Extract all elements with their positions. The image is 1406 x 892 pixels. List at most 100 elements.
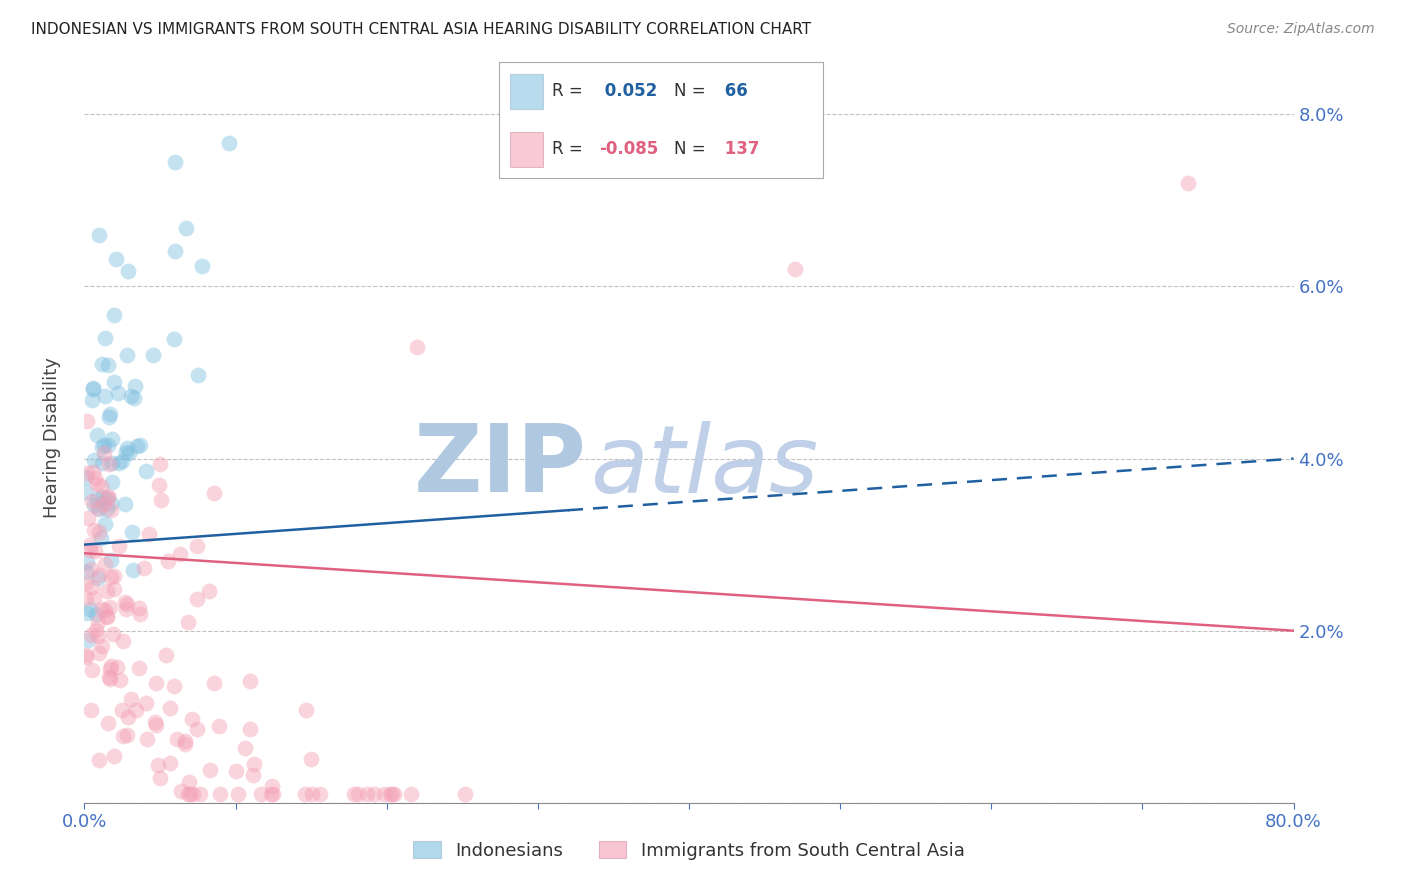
Point	[86, 615, 108, 629]
Point	[86, 491, 108, 506]
Point	[87, 502, 110, 516]
Point	[177, 615, 200, 629]
Point	[94, 557, 117, 571]
Point	[117, 263, 139, 277]
Point	[76, 511, 98, 525]
Point	[100, 502, 122, 516]
Point	[381, 787, 404, 801]
Point	[89, 525, 111, 540]
Point	[103, 308, 125, 322]
Point	[125, 703, 148, 717]
Point	[249, 787, 271, 801]
Point	[191, 259, 214, 273]
Point	[101, 432, 124, 446]
Text: 137: 137	[718, 140, 759, 158]
Point	[97, 489, 120, 503]
Point	[384, 787, 406, 801]
Point	[145, 718, 167, 732]
Point	[128, 661, 150, 675]
Point	[80, 663, 103, 677]
Y-axis label: Hearing Disability: Hearing Disability	[42, 357, 60, 517]
Point	[155, 648, 177, 662]
Point	[783, 262, 806, 277]
Point	[149, 493, 172, 508]
Point	[165, 155, 187, 169]
Text: atlas: atlas	[589, 421, 818, 512]
Text: INDONESIAN VS IMMIGRANTS FROM SOUTH CENTRAL ASIA HEARING DISABILITY CORRELATION : INDONESIAN VS IMMIGRANTS FROM SOUTH CENT…	[31, 22, 811, 37]
Point	[226, 787, 249, 801]
Point	[96, 491, 118, 506]
Point	[163, 679, 186, 693]
Point	[262, 787, 284, 801]
Point	[166, 732, 188, 747]
Point	[96, 584, 118, 599]
Point	[100, 496, 122, 510]
Point	[98, 662, 121, 676]
Point	[239, 673, 262, 688]
Point	[115, 728, 138, 742]
Point	[225, 764, 247, 779]
Point	[187, 368, 209, 383]
Point	[238, 722, 260, 736]
Point	[120, 389, 142, 403]
Point	[125, 439, 148, 453]
Point	[75, 470, 97, 484]
Point	[295, 703, 318, 717]
Point	[356, 787, 378, 801]
Point	[76, 414, 98, 428]
Point	[80, 580, 103, 594]
Point	[82, 381, 104, 395]
Point	[262, 779, 284, 793]
Point	[80, 703, 103, 717]
Point	[87, 629, 110, 643]
Point	[136, 731, 159, 746]
Point	[91, 440, 114, 454]
Point	[82, 383, 104, 397]
Legend: Indonesians, Immigrants from South Central Asia: Indonesians, Immigrants from South Centr…	[406, 834, 972, 867]
Point	[103, 569, 125, 583]
Point	[233, 740, 256, 755]
FancyBboxPatch shape	[510, 132, 543, 167]
Point	[82, 466, 104, 480]
Point	[207, 719, 229, 733]
Point	[111, 454, 134, 468]
Point	[149, 772, 172, 786]
Point	[186, 539, 208, 553]
Point	[176, 787, 198, 801]
Point	[86, 428, 108, 442]
Point	[114, 595, 136, 609]
Point	[169, 547, 191, 561]
Text: -0.085: -0.085	[599, 140, 658, 158]
Point	[90, 490, 112, 504]
Point	[96, 609, 118, 624]
Point	[309, 787, 332, 801]
Point	[86, 476, 108, 491]
Point	[129, 607, 152, 621]
Point	[101, 456, 124, 470]
Point	[103, 749, 125, 764]
Point	[163, 244, 186, 258]
Point	[373, 787, 395, 801]
Point	[103, 582, 125, 597]
Point	[91, 357, 114, 371]
Point	[96, 609, 118, 624]
FancyBboxPatch shape	[510, 74, 543, 109]
Point	[186, 722, 208, 736]
Point	[148, 477, 170, 491]
Point	[145, 676, 167, 690]
Point	[90, 602, 112, 616]
Text: 66: 66	[718, 82, 748, 100]
Point	[93, 389, 115, 403]
Point	[149, 457, 172, 471]
Point	[75, 484, 97, 499]
Point	[299, 752, 322, 766]
Point	[93, 497, 115, 511]
Point	[82, 494, 104, 508]
Point	[98, 408, 121, 422]
Point	[242, 768, 264, 782]
Text: R =: R =	[553, 82, 583, 100]
Point	[121, 692, 143, 706]
Point	[89, 227, 111, 242]
Point	[174, 221, 197, 235]
Point	[114, 497, 136, 511]
